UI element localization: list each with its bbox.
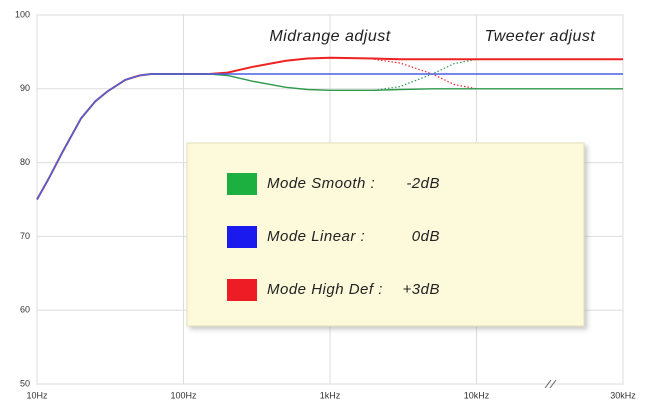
series-line bbox=[36, 73, 623, 200]
legend-label: Mode Smooth : bbox=[267, 175, 375, 192]
annotation: Midrange adjust bbox=[269, 28, 390, 45]
legend-label: Mode High Def : bbox=[267, 281, 383, 298]
legend-swatch bbox=[227, 226, 257, 248]
x-tick-label: 10kHz bbox=[464, 390, 490, 400]
y-tick-label: 80 bbox=[20, 157, 30, 167]
axis-break bbox=[544, 379, 557, 389]
x-tick-label: 30kHz bbox=[610, 390, 636, 400]
y-tick-label: 70 bbox=[20, 231, 30, 241]
legend-label: Mode Linear : bbox=[267, 228, 365, 245]
legend-value: -2dB bbox=[406, 175, 440, 192]
legend-swatch bbox=[227, 279, 257, 301]
x-tick-label: 10Hz bbox=[26, 390, 48, 400]
y-tick-label: 90 bbox=[20, 83, 30, 93]
x-tick-label: 100Hz bbox=[170, 390, 197, 400]
x-tick-label: 1kHz bbox=[320, 390, 341, 400]
y-tick-label: 100 bbox=[15, 9, 30, 19]
y-tick-label: 50 bbox=[20, 378, 30, 388]
legend-value: +3dB bbox=[403, 281, 440, 298]
legend-swatch bbox=[227, 173, 257, 195]
legend-value: 0dB bbox=[412, 228, 440, 245]
y-tick-label: 60 bbox=[20, 305, 30, 315]
annotation: Tweeter adjust bbox=[485, 28, 596, 45]
